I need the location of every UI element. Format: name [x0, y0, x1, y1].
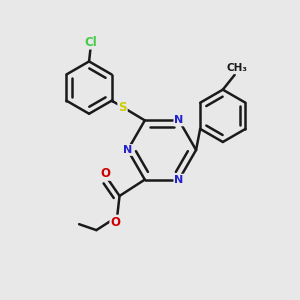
Text: O: O	[110, 216, 120, 229]
Text: N: N	[123, 145, 132, 155]
Text: Cl: Cl	[84, 36, 97, 49]
Text: N: N	[174, 175, 184, 184]
Text: CH₃: CH₃	[226, 63, 248, 73]
Text: N: N	[174, 116, 184, 125]
Text: O: O	[101, 167, 111, 180]
Text: S: S	[118, 100, 127, 113]
